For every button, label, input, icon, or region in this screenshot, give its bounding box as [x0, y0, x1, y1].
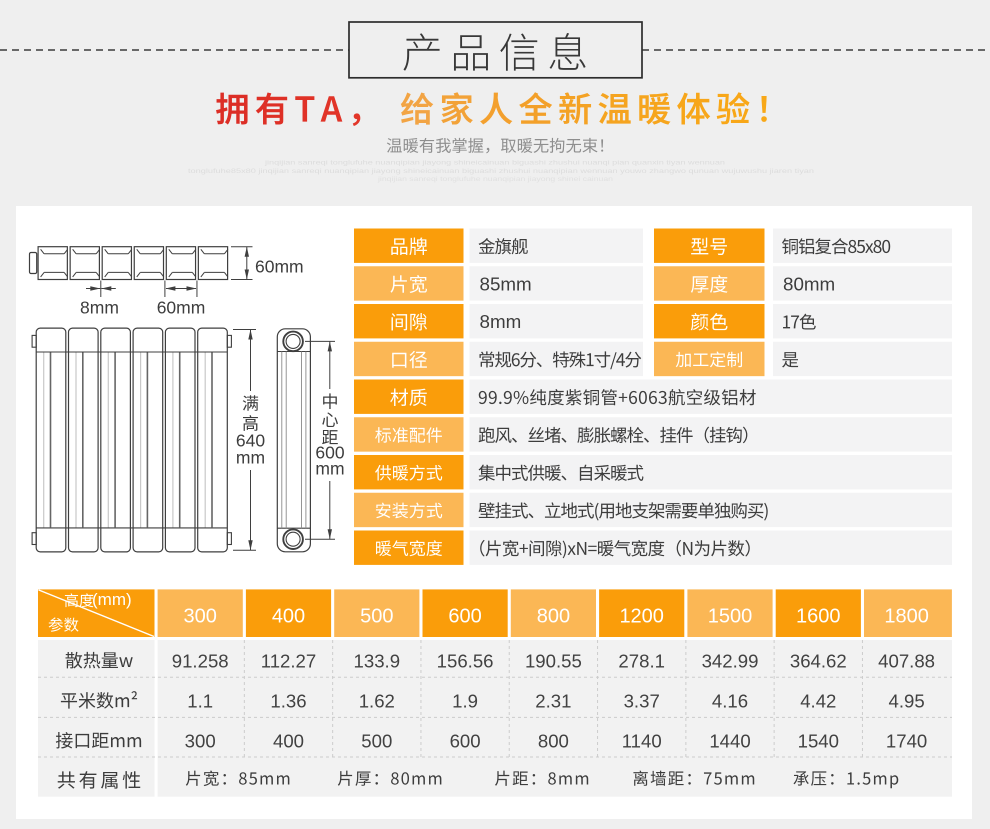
svg-text:1500: 1500 — [708, 606, 753, 628]
svg-text:1.62: 1.62 — [359, 691, 395, 712]
svg-text:278.1: 278.1 — [618, 650, 665, 671]
svg-text:8mm: 8mm — [80, 297, 119, 317]
svg-text:85mm: 85mm — [480, 273, 532, 294]
svg-text:1740: 1740 — [886, 730, 927, 751]
svg-text:4.42: 4.42 — [800, 691, 836, 712]
svg-text:1.9: 1.9 — [452, 691, 478, 712]
svg-text:jinqijian sanreqi tonglufuhe n: jinqijian sanreqi tonglufuhe nuanqipian … — [264, 160, 726, 167]
svg-text:8mm: 8mm — [480, 311, 522, 332]
svg-text:60mm: 60mm — [157, 297, 206, 317]
svg-text:500: 500 — [360, 606, 393, 628]
svg-text:mm: mm — [236, 448, 265, 468]
svg-text:133.9: 133.9 — [354, 650, 401, 671]
svg-text:112.27: 112.27 — [261, 650, 317, 671]
svg-text:4.95: 4.95 — [888, 691, 924, 712]
svg-text:mm: mm — [315, 459, 344, 479]
svg-text:364.62: 364.62 — [790, 650, 847, 671]
svg-text:tonglufuhe85x80 jinqijian sanr: tonglufuhe85x80 jinqijian sanreqi nuanqi… — [188, 168, 815, 175]
svg-text:jinqijian sanreqi tonglufuhe n: jinqijian sanreqi tonglufuhe nuanqipian … — [377, 176, 614, 183]
svg-text:3.37: 3.37 — [624, 691, 660, 712]
svg-text:342.99: 342.99 — [702, 650, 759, 671]
svg-text:91.258: 91.258 — [172, 650, 229, 671]
svg-text:(mm): (mm) — [92, 590, 132, 609]
svg-text:4.16: 4.16 — [712, 691, 748, 712]
svg-text:640: 640 — [236, 431, 265, 451]
svg-text:600: 600 — [448, 606, 481, 628]
svg-text:800: 800 — [537, 606, 570, 628]
svg-text:300: 300 — [185, 730, 216, 751]
svg-text:600: 600 — [315, 443, 344, 463]
svg-text:60mm: 60mm — [255, 257, 304, 277]
svg-text:190.55: 190.55 — [525, 650, 582, 671]
svg-text:400: 400 — [273, 730, 304, 751]
svg-text:1540: 1540 — [798, 730, 839, 751]
svg-text:156.56: 156.56 — [437, 650, 494, 671]
svg-text:400: 400 — [272, 606, 305, 628]
svg-text:1440: 1440 — [709, 730, 750, 751]
svg-text:1140: 1140 — [622, 730, 662, 751]
svg-text:300: 300 — [184, 606, 217, 628]
svg-text:1600: 1600 — [796, 606, 841, 628]
svg-text:1.1: 1.1 — [187, 691, 213, 712]
svg-text:1.36: 1.36 — [270, 691, 306, 712]
svg-text:1800: 1800 — [884, 606, 929, 628]
svg-text:80mm: 80mm — [783, 273, 835, 294]
svg-text:2.31: 2.31 — [535, 691, 571, 712]
svg-text:1200: 1200 — [619, 606, 664, 628]
svg-text:600: 600 — [450, 730, 481, 751]
svg-text:407.88: 407.88 — [878, 650, 935, 671]
svg-text:500: 500 — [361, 730, 392, 751]
svg-text:800: 800 — [538, 730, 569, 751]
